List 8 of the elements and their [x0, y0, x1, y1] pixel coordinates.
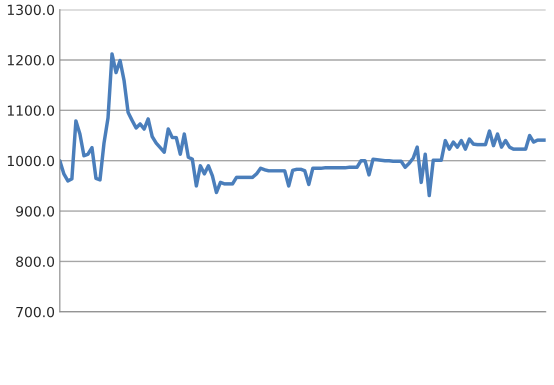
y-tick-label: 1100.0: [8, 105, 54, 116]
y-tick-label: 1200.0: [8, 54, 54, 66]
y-tick-label: 1000.0: [8, 156, 54, 166]
y-tick-label: 1300.0: [8, 4, 54, 16]
line-series: [60, 52, 546, 198]
y-tick-label: 700.0: [16, 306, 54, 318]
y-tick-label: 800.0: [16, 256, 54, 267]
y-tick-label: 900.0: [16, 206, 54, 217]
